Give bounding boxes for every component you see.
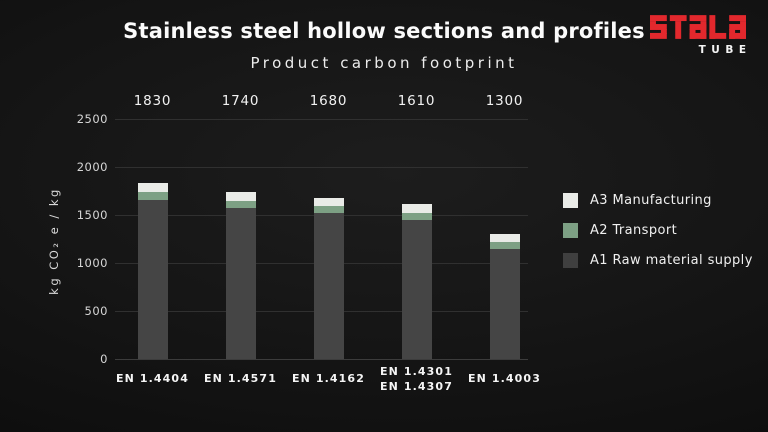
y-tick-label: 2000 <box>76 160 108 174</box>
bar <box>225 191 256 359</box>
bar-segment <box>137 199 168 359</box>
bar <box>313 197 344 359</box>
bar-total-label: 1680 <box>309 93 348 109</box>
legend-label: A3 Manufacturing <box>590 192 712 208</box>
bar-total-label: 1830 <box>133 93 172 109</box>
bar <box>401 204 432 359</box>
x-axis-category-label: EN 1.4003 <box>468 372 541 386</box>
bar-segment <box>137 183 168 192</box>
x-axis-category-label: EN 1.4162 <box>292 372 365 386</box>
bar-segment <box>313 197 344 207</box>
legend-label: A2 Transport <box>590 222 678 238</box>
legend-item: A2 Transport <box>563 222 677 238</box>
bar <box>137 183 168 359</box>
bar-segment <box>401 212 432 220</box>
bar-segment <box>401 219 432 359</box>
y-tick-label: 2500 <box>76 112 108 126</box>
x-axis-category-label: EN 1.4301 EN 1.4307 <box>380 364 453 393</box>
gridline <box>115 118 528 120</box>
bar-segment <box>401 204 432 213</box>
legend-item: A3 Manufacturing <box>563 192 712 208</box>
bar <box>489 234 520 359</box>
stala-logo-mark <box>650 15 746 39</box>
y-axis-title: kg CO₂ e / kg <box>47 187 61 295</box>
bar-total-label: 1300 <box>485 93 524 109</box>
legend-item: A1 Raw material supply <box>563 252 753 268</box>
legend-swatch <box>563 252 578 268</box>
stalatube-logo: TUBE <box>650 15 746 56</box>
bar-segment <box>489 234 520 243</box>
bar-segment <box>137 191 168 200</box>
y-tick-label: 1500 <box>76 208 108 222</box>
x-axis-category-label: EN 1.4404 <box>116 372 189 386</box>
bar-segment <box>225 207 256 359</box>
logo-sub-label: TUBE <box>698 44 752 56</box>
page-title: Stainless steel hollow sections and prof… <box>123 19 645 43</box>
x-axis-category-label: EN 1.4571 <box>204 372 277 386</box>
bar-total-label: 1740 <box>221 93 260 109</box>
legend-swatch <box>563 192 578 208</box>
bar-segment <box>489 248 520 359</box>
gridline <box>115 166 528 168</box>
gridline <box>115 358 528 360</box>
y-tick-label: 0 <box>100 352 108 366</box>
bar-segment <box>225 191 256 201</box>
bar-segment <box>489 242 520 249</box>
bar-total-label: 1610 <box>397 93 436 109</box>
legend-label: A1 Raw material supply <box>590 252 753 268</box>
y-tick-label: 500 <box>84 304 108 318</box>
bar-segment <box>225 200 256 208</box>
y-tick-label: 1000 <box>76 256 108 270</box>
plot-area <box>115 118 528 360</box>
bar-segment <box>313 206 344 214</box>
legend-swatch <box>563 222 578 238</box>
page-subtitle: Product carbon footprint <box>250 54 518 72</box>
bar-segment <box>313 213 344 359</box>
